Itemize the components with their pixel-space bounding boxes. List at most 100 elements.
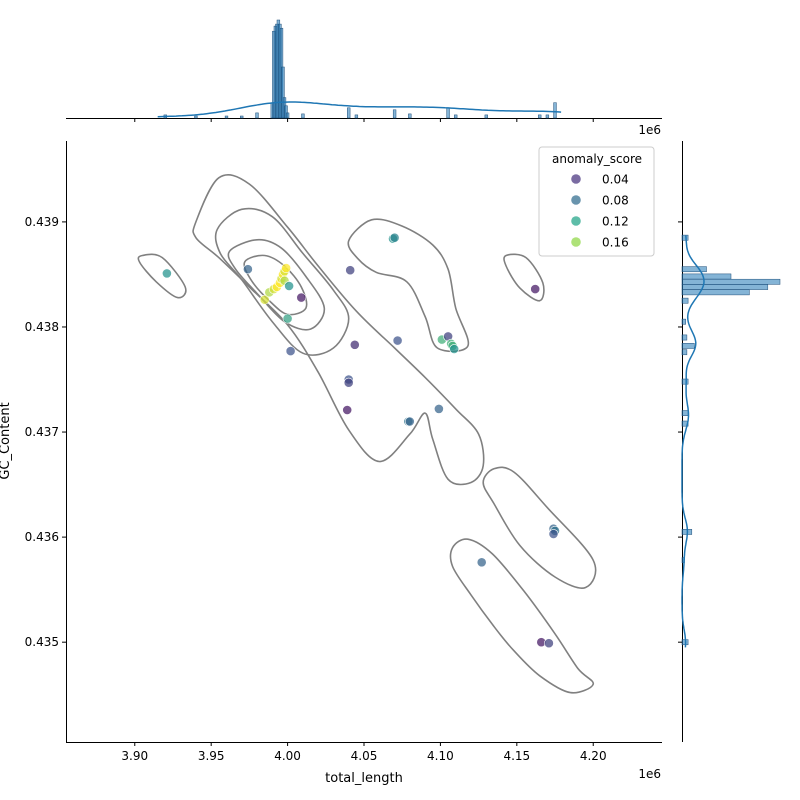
- x-tick-label: 4.10: [427, 749, 454, 763]
- kde-contour: [482, 466, 597, 589]
- top-hist-bar: [553, 102, 557, 119]
- legend-label: 0.12: [602, 215, 629, 229]
- scatter-point: [281, 263, 291, 273]
- kde-contour: [227, 238, 326, 331]
- kde-contour: [243, 254, 308, 316]
- scatter-point: [282, 313, 293, 324]
- x-tick-label: 3.90: [121, 749, 148, 763]
- right-ticks: [678, 221, 682, 643]
- legend-marker: [571, 237, 581, 247]
- right-hist-bar: [681, 266, 707, 273]
- kde-contour: [347, 218, 470, 353]
- right-hist-bar: [681, 278, 781, 285]
- scatter-point: [476, 557, 487, 568]
- top-hist-bar: [538, 114, 542, 119]
- y-tick-label: 0.435: [25, 635, 59, 649]
- legend-marker: [571, 174, 581, 184]
- y-tick-label: 0.438: [25, 320, 59, 334]
- top-hist-bar: [285, 112, 290, 119]
- legend-marker: [571, 195, 581, 205]
- kde-contour: [214, 207, 350, 356]
- y-tick-label: 0.439: [25, 215, 59, 229]
- right-kde-curve: [681, 235, 705, 648]
- right-hist-bar: [681, 297, 689, 304]
- scatter-point: [285, 346, 296, 356]
- y-axis-label: GC_Content: [0, 402, 13, 479]
- top-hist-bar: [194, 115, 198, 119]
- y-tick-label: 0.437: [25, 425, 59, 439]
- main-axes: 3.90 3.95 4.00 4.05 4.10 4.15 4.20 0.4350.4360…: [0, 141, 662, 786]
- legend-title: anomaly_score: [552, 152, 642, 166]
- scatter-point: [343, 377, 354, 388]
- scatter-point: [449, 344, 460, 354]
- x-tick-label: 4.15: [503, 749, 530, 763]
- scatter-point: [404, 416, 415, 427]
- top-hist-bar: [354, 114, 359, 119]
- right-hist-bar: [681, 234, 689, 241]
- top-hist-bar: [545, 114, 550, 119]
- legend-label: 0.16: [602, 236, 629, 250]
- kde-contour: [503, 253, 545, 302]
- top-kde-curve: [157, 101, 562, 118]
- kde-contour: [137, 253, 187, 299]
- x-ticks: 3.90 3.95 4.00 4.05 4.10 4.15 4.20: [121, 742, 607, 763]
- right-marginal-axes: [678, 141, 781, 742]
- legend-frame: [538, 146, 655, 257]
- x-tick-label: 4.05: [351, 749, 378, 763]
- top-hist-bar: [408, 113, 412, 119]
- top-hist-bar: [240, 115, 244, 119]
- x-tick-label: 4.00: [274, 749, 301, 763]
- top-histogram: [163, 19, 557, 119]
- top-hist-bar: [347, 107, 351, 119]
- top-hist-bar: [446, 107, 450, 119]
- top-hist-bar: [301, 113, 305, 119]
- right-hist-bar: [681, 349, 688, 356]
- legend-label: 0.08: [602, 194, 629, 208]
- legend-marker: [571, 216, 581, 226]
- legend-entries: 0.04 0.08 0.12 0.16: [571, 173, 629, 250]
- top-hist-bar: [392, 109, 397, 119]
- scatter-point: [161, 268, 172, 279]
- scatter-point: [345, 265, 356, 276]
- top-offset-label: 1e6: [638, 123, 661, 137]
- scatter-point: [544, 638, 554, 649]
- scatter-point: [548, 529, 559, 539]
- scatter-point: [296, 292, 307, 303]
- scatter-point: [284, 281, 294, 291]
- right-hist-bar: [681, 289, 750, 296]
- top-hist-bar: [255, 112, 259, 119]
- x-tick-label: 4.20: [580, 749, 607, 763]
- scatter-point: [342, 405, 353, 415]
- right-hist-bar: [681, 343, 695, 349]
- x-tick-label: 3.95: [198, 749, 225, 763]
- top-hist-bar: [484, 114, 488, 119]
- right-hist-bar: [681, 378, 689, 385]
- top-ticks: [134, 118, 594, 122]
- scatter-point: [433, 403, 444, 414]
- scatter-point: [389, 232, 400, 243]
- kde-contour: [192, 174, 485, 486]
- top-marginal-axes: 1e6: [66, 19, 662, 137]
- right-hist-bar: [681, 334, 688, 341]
- x-offset-label: 1e6: [638, 767, 661, 781]
- scatter-point: [392, 335, 403, 346]
- scatter-point: [242, 264, 253, 275]
- legend: anomaly_score 0.04 0.08 0.12 0.16: [538, 146, 655, 257]
- scatter-point: [349, 339, 360, 350]
- legend-label: 0.04: [602, 173, 629, 187]
- right-hist-bar: [681, 273, 732, 280]
- scatter-point: [530, 284, 541, 294]
- right-hist-bar: [681, 318, 686, 325]
- right-hist-bar: [681, 284, 769, 290]
- y-ticks: 0.435 0.436 0.437 0.438 0.439: [25, 215, 66, 649]
- top-hist-bar: [454, 114, 458, 119]
- y-tick-label: 0.436: [25, 530, 59, 544]
- points-layer: [161, 232, 560, 649]
- x-axis-label: total_length: [325, 771, 403, 786]
- top-hist-bar: [224, 115, 229, 119]
- scatter-point: [259, 294, 270, 305]
- kde-layer: [137, 174, 597, 694]
- kde-contour: [449, 538, 595, 694]
- right-hist-bar: [681, 410, 689, 416]
